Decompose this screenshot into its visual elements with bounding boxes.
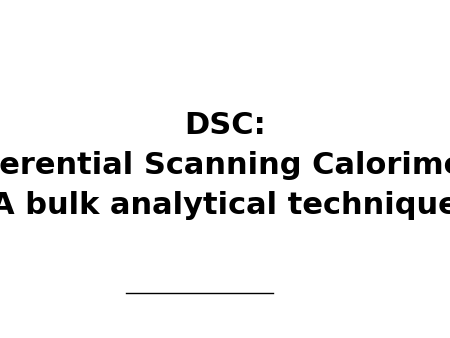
Text: DSC:: DSC: [184,111,266,140]
Text: A bulk analytical technique: A bulk analytical technique [0,191,450,220]
Text: Differential Scanning Calorimetry: Differential Scanning Calorimetry [0,151,450,180]
